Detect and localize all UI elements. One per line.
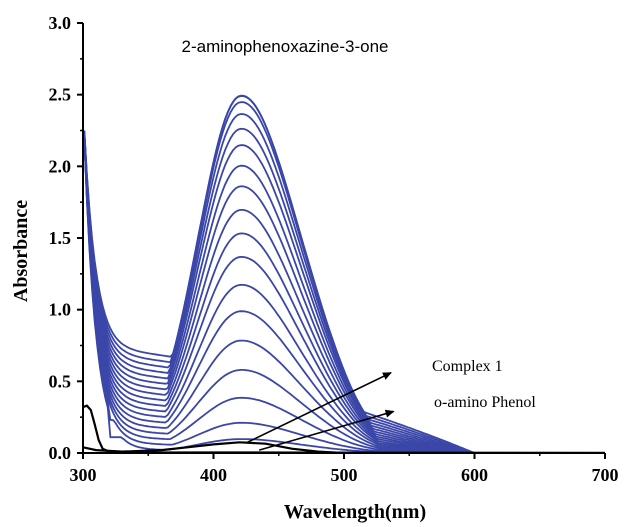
annotation-complex-1: Complex 1 (432, 358, 503, 375)
y-tick-label: 1.0 (49, 300, 72, 320)
spectrum-series-line (83, 113, 552, 453)
y-tick-label: 0.0 (49, 443, 72, 463)
chart-title: 2-aminophenoxazine-3-one (182, 37, 389, 56)
spectrum-series-line (83, 137, 552, 453)
arrow-complex-1 (245, 372, 392, 444)
spectrum-series-line (83, 132, 552, 453)
spectrum-series-line (83, 136, 552, 453)
spectrum-series-line (83, 132, 552, 453)
spectrum-series-line (83, 127, 552, 453)
x-tick-label: 700 (592, 465, 619, 485)
y-axis-title: Absorbance (10, 200, 32, 302)
y-tick-label: 2.5 (49, 85, 72, 105)
spectrum-series-line (83, 135, 552, 453)
x-tick-label: 600 (461, 465, 488, 485)
spectrum-series-line (83, 135, 552, 453)
o-aminophenol-curve (83, 441, 605, 453)
annotation-o-aminophenol: o-amino Phenol (434, 394, 536, 411)
y-tick-label: 0.5 (49, 371, 72, 391)
spectrum-series-line (83, 133, 552, 453)
arrow-o-aminophenol (258, 409, 395, 451)
spectrum-series-line (83, 134, 552, 453)
y-tick-label: 1.5 (49, 228, 72, 248)
x-axis-title: Wavelength(nm) (284, 501, 426, 523)
y-tick-label: 3.0 (49, 13, 72, 33)
x-tick-label: 500 (331, 465, 358, 485)
spectrum-series-line (83, 136, 552, 453)
spectrum-series-line (83, 133, 552, 453)
x-tick-label: 300 (70, 465, 97, 485)
y-tick-label: 2.0 (49, 156, 72, 176)
x-tick-label: 400 (200, 465, 227, 485)
spectrum-series-line (83, 134, 552, 453)
spectrum-series-line (83, 135, 552, 453)
